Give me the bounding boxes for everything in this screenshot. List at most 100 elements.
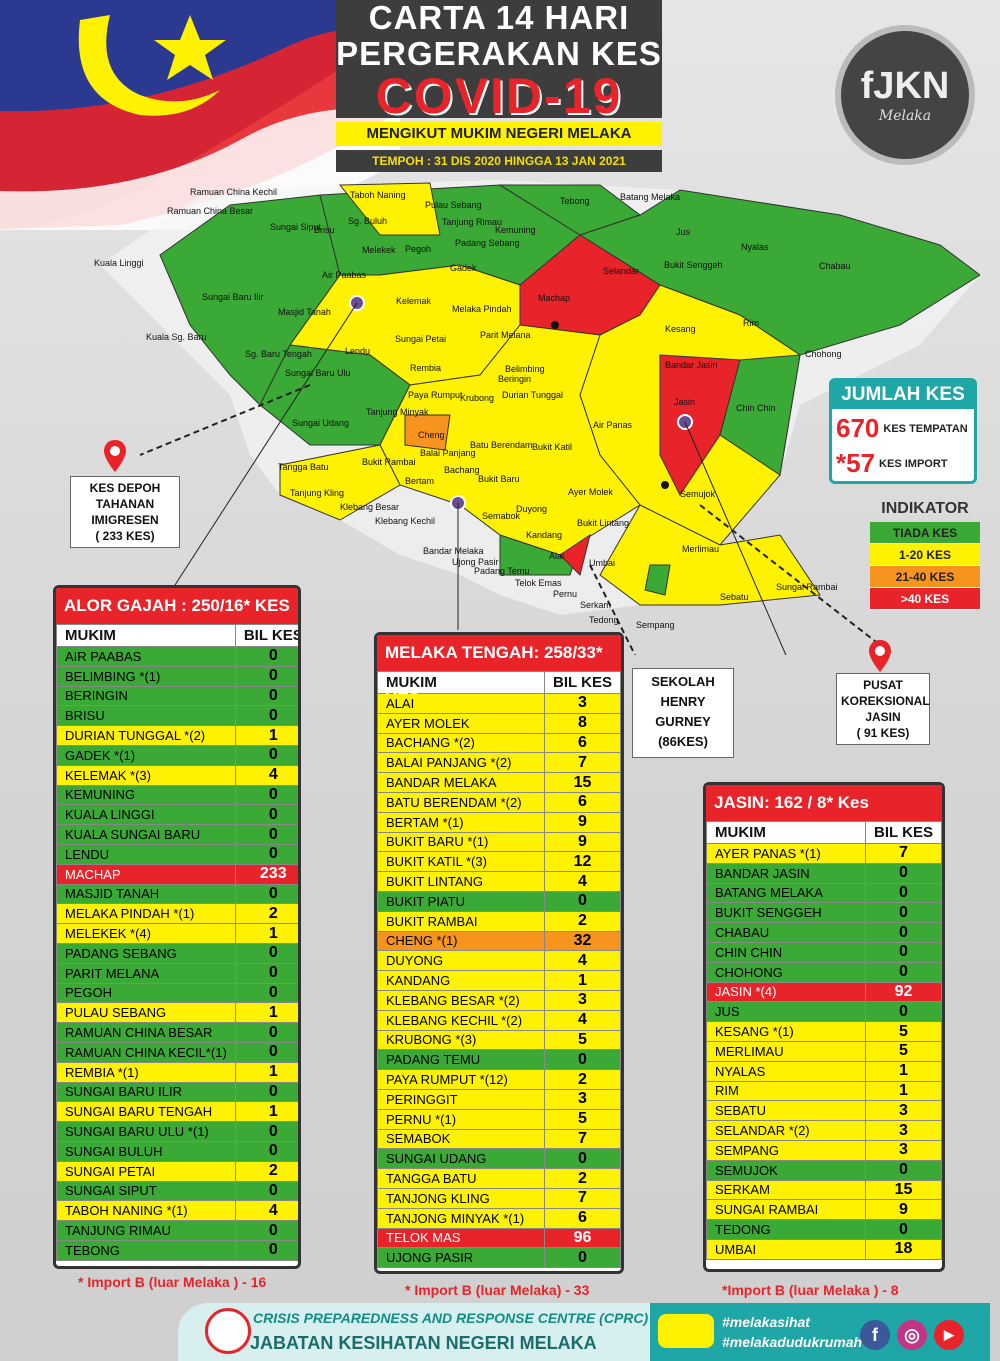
case-count: 1 xyxy=(234,1061,298,1083)
instagram-icon[interactable]: ◎ xyxy=(897,1320,927,1350)
mukim-name: JASIN *(4) xyxy=(706,981,866,1003)
callout-line: IMIGRESEN xyxy=(91,513,159,527)
table-row: BANDAR MELAKA 15 xyxy=(377,772,621,793)
import-label: KES IMPORT xyxy=(879,457,948,470)
mukim-name: BATU BERENDAM *(2) xyxy=(377,791,545,813)
map-label: Alai xyxy=(549,551,565,561)
case-count: 0 xyxy=(234,1140,298,1162)
map-label: Masjid Tanah xyxy=(278,307,331,317)
mukim-name: CHIN CHIN xyxy=(706,941,866,963)
period-text: TEMPOH : 31 DIS 2020 HINGGA 13 JAN 2021 xyxy=(336,150,662,172)
case-count: 1 xyxy=(865,1060,942,1082)
map-label: Sempang xyxy=(636,620,675,630)
title-line-1: CARTA 14 HARI xyxy=(368,0,630,36)
mukim-name: KANDANG xyxy=(377,970,545,991)
map-label: Batu Berendam xyxy=(470,440,533,450)
map-label: Tanjung Kling xyxy=(290,488,345,498)
case-count: 0 xyxy=(234,804,298,826)
table-row: MELAKA PINDAH *(1) 2 xyxy=(56,903,298,925)
case-count: 0 xyxy=(234,1081,298,1103)
map-label: Pegoh xyxy=(405,244,432,254)
header-mukim: MUKIM xyxy=(56,624,236,647)
mukim-name: SEMUJOK xyxy=(706,1159,866,1181)
case-count: 12 xyxy=(544,851,621,873)
table-row: BRISU 0 xyxy=(56,705,298,727)
table-row: BUKIT KATIL *(3) 12 xyxy=(377,851,621,873)
table-row: TEDONG 0 xyxy=(706,1219,942,1240)
map-label: Jus xyxy=(676,227,691,237)
map-label: Klebang Besar xyxy=(340,502,400,512)
case-count: 0 xyxy=(865,1219,942,1240)
table-row: DURIAN TUNGGAL *(2) 1 xyxy=(56,725,298,746)
map-label: Kandang xyxy=(526,530,563,540)
table-row: BATANG MELAKA 0 xyxy=(706,882,942,904)
mukim-name: PEGOH xyxy=(56,982,236,1004)
table-row: KEMUNING 0 xyxy=(56,784,298,806)
map-label: Cheng xyxy=(418,430,445,440)
case-count: 32 xyxy=(544,930,621,952)
mukim-name: DURIAN TUNGGAL *(2) xyxy=(56,725,236,746)
facebook-icon[interactable]: f xyxy=(860,1320,890,1350)
mukim-name: SUNGAI SIPUT xyxy=(56,1180,236,1202)
case-count: 96 xyxy=(544,1227,621,1249)
map-label: Selandar xyxy=(603,266,640,276)
mukim-name: UMBAI xyxy=(706,1238,866,1260)
map-label: Bukit Senggeh xyxy=(664,260,723,270)
header-bil-kes: BIL KES xyxy=(544,671,621,694)
mukim-name: CHOHONG xyxy=(706,961,866,983)
table-header-row: MUKIM BIL KES xyxy=(706,821,942,844)
melaka-map xyxy=(100,180,980,655)
map-label: Bandar Jasin xyxy=(665,360,718,370)
table-row: MERLIMAU 5 xyxy=(706,1040,942,1062)
case-count: 6 xyxy=(544,1207,621,1229)
table-row: SUNGAI BULUH 0 xyxy=(56,1140,298,1162)
mukim-name: SUNGAI UDANG xyxy=(377,1148,545,1170)
mukim-name: AYER PANAS *(1) xyxy=(706,843,866,864)
mukim-name: CHABAU xyxy=(706,922,866,943)
map-label: Sg. Baru Tengah xyxy=(245,349,312,359)
hashtag-1: #melakasihat xyxy=(722,1314,810,1330)
case-count: 7 xyxy=(544,752,621,774)
table-row: KRUBONG *(3) 5 xyxy=(377,1029,621,1051)
header-bil-kes: BIL KES xyxy=(865,821,942,844)
cprc-logo xyxy=(205,1308,251,1354)
table-row: KUALA LINGGI 0 xyxy=(56,804,298,826)
table-row: MELEKEK *(4) 1 xyxy=(56,923,298,944)
table-row: SUNGAI BARU ULU *(1) 0 xyxy=(56,1121,298,1142)
table-row: BATU BERENDAM *(2) 6 xyxy=(377,791,621,813)
map-label: Ujong Pasir xyxy=(452,557,499,567)
map-label: Kelemak xyxy=(396,296,432,306)
table-row: KESANG *(1) 5 xyxy=(706,1021,942,1042)
map-label: Lendu xyxy=(345,346,371,356)
map-label: Sungai Rambai xyxy=(776,582,838,592)
logo-text: fJKN xyxy=(860,65,950,107)
mukim-name: KLEBANG KECHIL *(2) xyxy=(377,1009,545,1031)
mukim-name: BUKIT BARU *(1) xyxy=(377,831,545,853)
map-label: Umbai xyxy=(589,558,616,568)
case-count: 0 xyxy=(234,883,298,905)
map-label: Bandar Melaka xyxy=(423,546,484,556)
map-label: Kesang xyxy=(665,324,696,334)
mukim-name: MELEKEK *(4) xyxy=(56,923,236,944)
case-count: 4 xyxy=(544,871,621,892)
mukim-name: SELANDAR *(2) xyxy=(706,1120,866,1141)
case-count: 3 xyxy=(544,1088,621,1110)
table-row: KELEMAK *(3) 4 xyxy=(56,764,298,786)
case-count: 0 xyxy=(234,1220,298,1241)
map-label: Gadek xyxy=(450,263,477,273)
mukim-name: BANDAR MELAKA xyxy=(377,772,545,793)
mukim-name: TELOK MAS xyxy=(377,1227,545,1249)
indikator-row: 1-20 KES xyxy=(870,544,980,566)
mukim-name: BACHANG *(2) xyxy=(377,732,545,754)
map-label: Serkam xyxy=(580,600,612,610)
map-label: Taboh Naning xyxy=(350,190,406,200)
indikator-row: 21-40 KES xyxy=(870,566,980,588)
map-label: Chin Chin xyxy=(736,403,776,413)
mukim-name: TEBONG xyxy=(56,1239,236,1261)
youtube-icon[interactable]: ▶ xyxy=(934,1320,964,1350)
map-label: Sungai Petai xyxy=(395,334,447,344)
mukim-name: BUKIT LINTANG xyxy=(377,871,545,892)
mukim-name: PERINGGIT xyxy=(377,1088,545,1110)
mukim-name: SERKAM xyxy=(706,1179,866,1201)
